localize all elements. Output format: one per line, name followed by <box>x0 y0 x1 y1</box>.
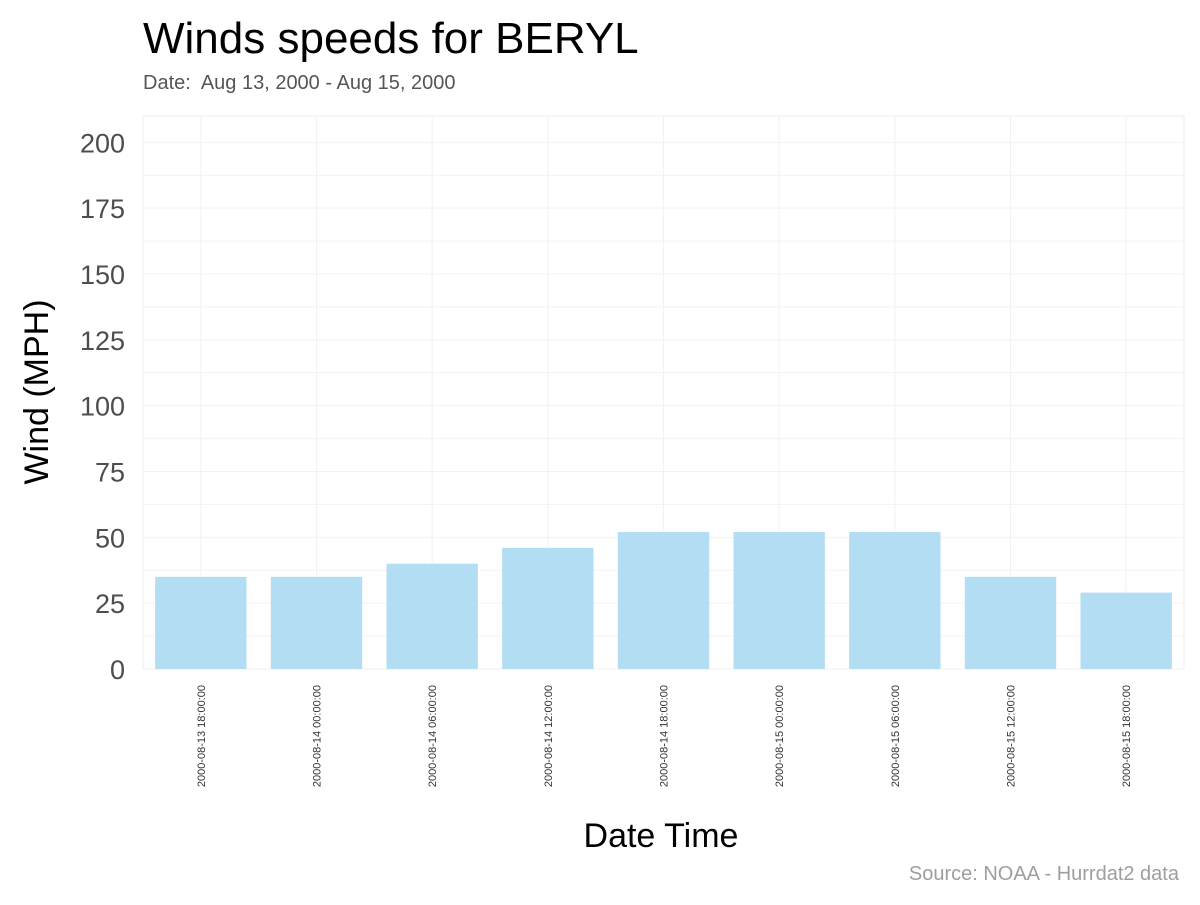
x-tick-label: 2000-08-14 12:00:00 <box>543 685 555 787</box>
x-axis-ticks: 2000-08-13 18:00:00 2000-08-14 00:00:00 20… <box>196 685 1133 787</box>
y-tick-label: 75 <box>95 458 125 488</box>
y-tick-label: 100 <box>80 392 125 422</box>
y-tick-label: 25 <box>95 589 125 619</box>
y-tick-label: 50 <box>95 523 125 553</box>
y-tick-label: 150 <box>80 260 125 290</box>
x-tick-label: 2000-08-14 00:00:00 <box>312 685 324 787</box>
x-tick-label: 2000-08-13 18:00:00 <box>196 685 208 787</box>
chart-title: Winds speeds for BERYL <box>143 14 639 63</box>
x-tick-label: 2000-08-14 06:00:00 <box>427 685 439 787</box>
y-tick-label: 0 <box>110 655 125 685</box>
bar <box>386 563 478 669</box>
x-tick-label: 2000-08-15 00:00:00 <box>774 685 786 787</box>
bar <box>155 576 247 669</box>
y-tick-label: 200 <box>80 128 125 158</box>
bar <box>964 576 1057 669</box>
x-tick-label: 2000-08-15 18:00:00 <box>1121 685 1133 787</box>
bars <box>155 532 1172 669</box>
bar <box>733 532 825 669</box>
bar <box>849 532 941 669</box>
y-tick-label: 175 <box>80 194 125 224</box>
bar <box>270 576 363 669</box>
bar <box>617 532 710 669</box>
x-tick-label: 2000-08-14 18:00:00 <box>659 685 671 787</box>
x-tick-label: 2000-08-15 06:00:00 <box>890 685 902 787</box>
y-tick-label: 125 <box>80 326 125 356</box>
x-axis-label: Date Time <box>584 817 739 855</box>
chart-subtitle: Date: Aug 13, 2000 - Aug 15, 2000 <box>143 72 455 94</box>
y-axis-ticks: 0 25 50 75 100 125 150 175 200 <box>80 128 125 685</box>
bar <box>1080 592 1172 669</box>
bar <box>502 547 594 669</box>
chart-caption: Source: NOAA - Hurrdat2 data <box>909 863 1180 885</box>
y-axis-label: Wind (MPH) <box>18 299 56 484</box>
x-tick-label: 2000-08-15 12:00:00 <box>1006 685 1018 787</box>
grid-lines <box>143 116 1184 670</box>
